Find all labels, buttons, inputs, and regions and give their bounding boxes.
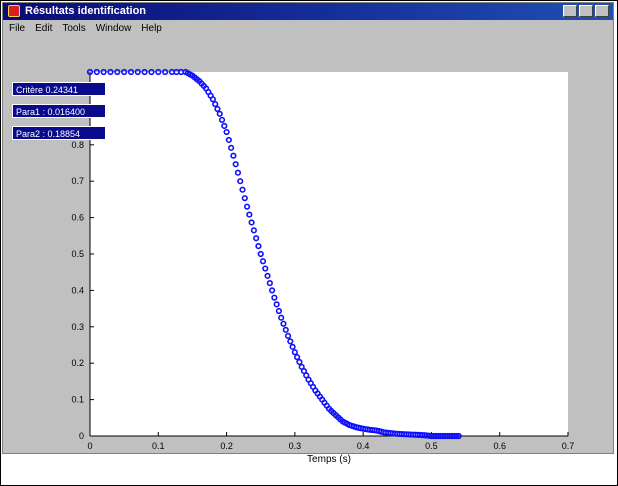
x-tick-label: 0.5 xyxy=(425,441,438,451)
data-point xyxy=(127,68,135,76)
data-point xyxy=(216,110,223,117)
data-point xyxy=(246,211,253,218)
data-point xyxy=(93,68,100,76)
menu-file[interactable]: File xyxy=(9,23,26,34)
x-tick-label: 0.7 xyxy=(562,441,575,451)
x-tick-label: 0.2 xyxy=(220,441,233,451)
data-point xyxy=(278,314,285,321)
data-point xyxy=(121,68,128,76)
data-point xyxy=(100,68,107,76)
data-point xyxy=(255,243,262,250)
data-point xyxy=(453,432,460,440)
menu-edit[interactable]: Edit xyxy=(35,23,53,34)
data-point xyxy=(273,301,280,308)
menu-help[interactable]: Help xyxy=(141,23,162,34)
x-tick-label: 0 xyxy=(87,441,92,451)
y-tick-label: 0.2 xyxy=(71,358,84,368)
menu-window[interactable]: Window xyxy=(95,23,132,34)
x-tick-label: 0.3 xyxy=(289,441,302,451)
data-point xyxy=(296,358,303,366)
y-tick-label: 0.4 xyxy=(71,285,84,295)
data-point xyxy=(230,152,237,159)
y-tick-label: 0.7 xyxy=(71,176,84,186)
data-point xyxy=(289,343,296,350)
data-point xyxy=(214,105,221,113)
data-point xyxy=(294,354,301,361)
close-button[interactable] xyxy=(595,5,609,17)
data-point xyxy=(228,144,235,151)
x-tick-label: 0.6 xyxy=(493,441,506,451)
data-point xyxy=(86,68,94,76)
data-point xyxy=(141,68,148,76)
title-bar[interactable]: Résultats identification xyxy=(3,3,613,20)
window-title: Résultats identification xyxy=(25,5,147,17)
axes-plot-area xyxy=(90,72,568,436)
data-point xyxy=(239,186,246,193)
menu-bar: File Edit Tools Window Help xyxy=(3,20,618,37)
criterion-label: Critère 0.24341 xyxy=(12,82,106,96)
data-point xyxy=(262,265,269,272)
data-point xyxy=(266,280,273,287)
data-point xyxy=(232,161,239,168)
data-point xyxy=(162,68,169,76)
data-point xyxy=(223,128,230,136)
data-point xyxy=(218,116,226,124)
data-point xyxy=(148,68,155,76)
data-point xyxy=(243,203,251,210)
data-point xyxy=(291,349,298,356)
y-tick-label: 0.8 xyxy=(71,140,84,150)
data-point xyxy=(264,272,271,279)
data-point xyxy=(209,96,217,103)
data-point xyxy=(234,169,242,176)
data-point xyxy=(250,227,257,234)
data-point xyxy=(225,136,232,144)
data-point xyxy=(259,258,267,265)
data-point xyxy=(114,68,121,76)
matlab-app-icon xyxy=(8,5,20,17)
minimize-button[interactable] xyxy=(563,5,577,17)
data-point xyxy=(107,68,114,76)
data-point xyxy=(155,68,162,76)
data-point xyxy=(282,326,289,333)
data-point xyxy=(275,307,283,315)
data-point xyxy=(287,338,294,345)
data-point xyxy=(134,68,141,76)
y-tick-label: 0.5 xyxy=(71,249,84,259)
x-axis-label: Temps (s) xyxy=(307,454,351,465)
x-tick-label: 0.1 xyxy=(152,441,165,451)
data-point xyxy=(241,195,248,202)
data-point xyxy=(284,332,292,340)
data-point xyxy=(271,294,278,301)
data-point xyxy=(212,101,219,108)
maximize-button[interactable] xyxy=(579,5,593,17)
para1-label: Para1 : 0.016400 xyxy=(12,104,106,118)
data-point xyxy=(237,178,244,185)
y-tick-label: 0.3 xyxy=(71,322,84,332)
data-point xyxy=(268,287,276,294)
data-point xyxy=(257,250,264,258)
y-tick-label: 0.1 xyxy=(71,395,84,405)
data-point xyxy=(455,432,462,440)
data-point xyxy=(248,219,255,226)
data-point xyxy=(253,235,260,242)
y-tick-label: 0 xyxy=(79,431,84,441)
x-tick-label: 0.4 xyxy=(357,441,370,451)
data-point xyxy=(221,122,228,130)
y-tick-label: 0.6 xyxy=(71,213,84,223)
menu-tools[interactable]: Tools xyxy=(62,23,86,34)
para2-label: Para2 : 0.18854 xyxy=(12,126,106,140)
data-point xyxy=(280,320,287,327)
